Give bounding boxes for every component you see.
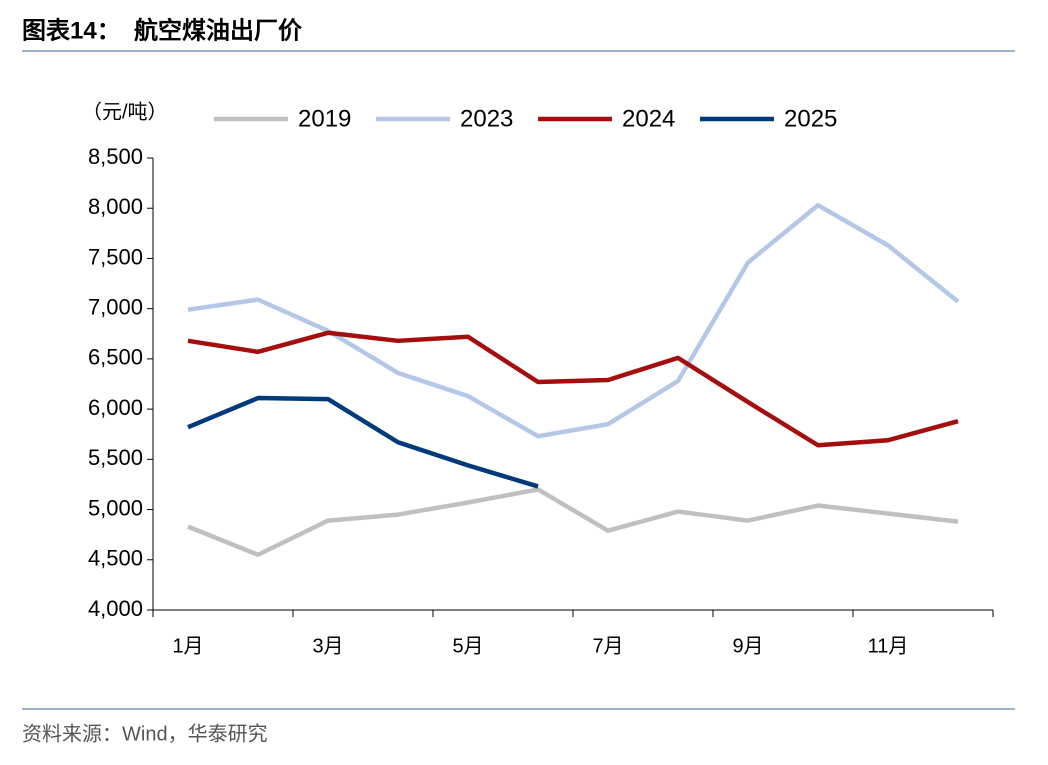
y-tick-label: 8,500 — [88, 144, 143, 169]
chart-title: 图表14： 航空煤油出厂价 — [22, 16, 303, 44]
legend-label: 2025 — [784, 105, 837, 132]
legend-label: 2023 — [460, 105, 513, 132]
x-tick-label: 7月 — [592, 635, 623, 657]
y-tick-label: 8,000 — [88, 194, 143, 219]
y-tick-label: 6,500 — [88, 345, 143, 370]
series-line — [187, 330, 959, 448]
series-line — [187, 487, 959, 558]
y-tick-label: 4,000 — [88, 596, 143, 621]
y-tick-label: 7,000 — [88, 294, 143, 319]
y-tick-label: 4,500 — [88, 546, 143, 571]
x-tick-label: 9月 — [732, 635, 763, 657]
series-line — [187, 202, 960, 439]
y-tick-label: 7,500 — [88, 244, 143, 269]
y-tick-label: 5,500 — [88, 445, 143, 470]
series-line — [187, 395, 539, 489]
source: 资料来源：Wind，华泰研究 — [22, 722, 268, 745]
x-tick-label: 1月 — [172, 635, 203, 657]
legend-label: 2024 — [622, 105, 675, 132]
x-tick-label: 3月 — [312, 635, 343, 657]
x-tick-label: 11月 — [868, 635, 909, 657]
y-tick-label: 5,000 — [88, 495, 143, 520]
y-tick-label: 6,000 — [88, 395, 143, 420]
y-axis-label: （元/吨） — [82, 100, 168, 123]
x-tick-label: 5月 — [452, 635, 483, 657]
legend-label: 2019 — [298, 105, 351, 132]
